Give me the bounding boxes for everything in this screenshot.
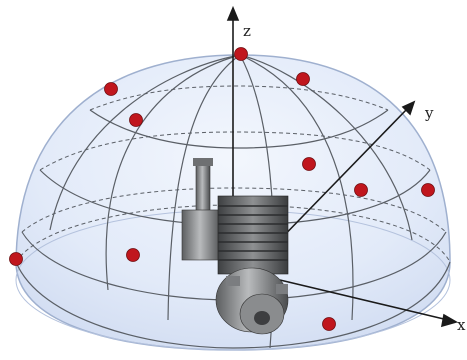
- x-axis-arrowhead: [440, 313, 459, 328]
- microphone-point: [421, 183, 435, 197]
- z-axis-arrowhead: [226, 5, 240, 21]
- y-axis-label: y: [424, 104, 434, 122]
- microphone-point: [354, 183, 368, 197]
- y-axis-arrowhead: [401, 100, 416, 116]
- x-axis-label: x: [457, 316, 466, 334]
- microphone-point: [234, 47, 248, 61]
- z-axis-label: z: [243, 22, 251, 40]
- microphone-point: [302, 157, 316, 171]
- coordinate-axes: [226, 5, 459, 328]
- microphone-points: [9, 47, 435, 331]
- y-axis-line: [269, 107, 409, 251]
- microphone-point: [322, 317, 336, 331]
- microphone-point: [129, 113, 143, 127]
- microphone-point: [9, 252, 23, 266]
- engine-icon: [181, 158, 289, 335]
- microphone-point: [296, 72, 310, 86]
- latitude-grid: [15, 85, 451, 349]
- x-axis-line: [279, 279, 449, 321]
- microphone-point: [126, 248, 140, 262]
- microphone-point: [104, 82, 118, 96]
